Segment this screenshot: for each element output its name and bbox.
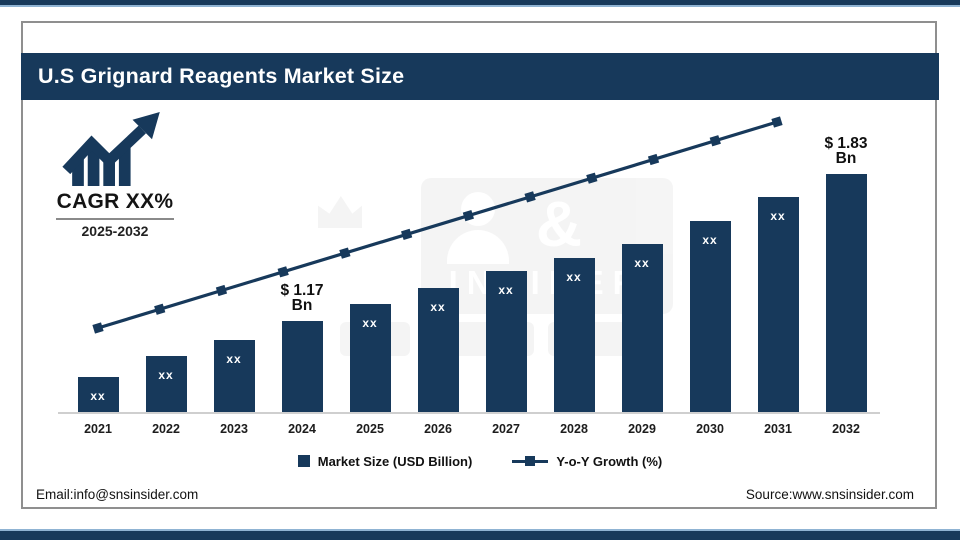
top-accent-line bbox=[0, 5, 960, 7]
bar-value-placeholder-2031: xx bbox=[770, 209, 786, 223]
bar-2024 bbox=[281, 321, 323, 412]
x-axis-label-2030: 2030 bbox=[696, 422, 724, 436]
bar-value-placeholder-2025: xx bbox=[362, 316, 378, 330]
growth-chart-arrow-icon bbox=[62, 112, 160, 186]
footer-email: Email:info@snsinsider.com bbox=[36, 487, 199, 502]
bar-value-placeholder-2028: xx bbox=[566, 270, 582, 284]
x-axis-label-2022: 2022 bbox=[152, 422, 180, 436]
value-callout-2024: $ 1.17 Bn bbox=[280, 282, 324, 314]
bar-2032 bbox=[825, 174, 867, 412]
x-axis-label-2028: 2028 bbox=[560, 422, 588, 436]
x-axis-label-2023: 2023 bbox=[220, 422, 248, 436]
x-axis-label-2031: 2031 bbox=[764, 422, 792, 436]
top-accent-strip bbox=[0, 0, 960, 5]
page-title: U.S Grignard Reagents Market Size bbox=[38, 64, 405, 88]
bar-2031 bbox=[757, 197, 799, 412]
legend-item-growth: Y-o-Y Growth (%) bbox=[512, 454, 662, 469]
x-axis-label-2021: 2021 bbox=[84, 422, 112, 436]
bar-value-placeholder-2029: xx bbox=[634, 256, 650, 270]
bar-2023 bbox=[213, 340, 255, 412]
cagr-value-label: CAGR XX% bbox=[56, 190, 174, 213]
legend-growth-label: Y-o-Y Growth (%) bbox=[556, 453, 663, 469]
bar-value-placeholder-2030: xx bbox=[702, 233, 718, 247]
bar-value-placeholder-2027: xx bbox=[498, 283, 514, 297]
bar-value-placeholder-2021: xx bbox=[90, 389, 106, 403]
bar-value-placeholder-2022: xx bbox=[158, 368, 174, 382]
bar-value-placeholder-2023: xx bbox=[226, 352, 242, 366]
bottom-accent-line bbox=[0, 529, 960, 531]
chart-legend: Market Size (USD Billion) Y-o-Y Growth (… bbox=[0, 450, 960, 472]
bar-2021 bbox=[77, 377, 119, 412]
x-axis-label-2027: 2027 bbox=[492, 422, 520, 436]
x-axis-label-2025: 2025 bbox=[356, 422, 384, 436]
cagr-period-label: 2025-2032 bbox=[81, 222, 149, 239]
title-bar: U.S Grignard Reagents Market Size bbox=[21, 53, 939, 100]
x-axis-label-2024: 2024 bbox=[288, 422, 316, 436]
legend-item-market-size: Market Size (USD Billion) bbox=[297, 453, 473, 469]
cagr-divider bbox=[56, 218, 174, 220]
bar-value-placeholder-2026: xx bbox=[430, 300, 446, 314]
line-marker-swatch-icon bbox=[512, 456, 549, 466]
x-axis-line bbox=[58, 412, 880, 414]
bottom-accent-strip bbox=[0, 531, 960, 540]
bar-2022 bbox=[145, 356, 187, 412]
cagr-badge: CAGR XX% 2025-2032 bbox=[30, 112, 200, 239]
legend-market-size-label: Market Size (USD Billion) bbox=[317, 453, 473, 469]
value-callout-2032: $ 1.83 Bn bbox=[824, 135, 868, 167]
x-axis-label-2029: 2029 bbox=[628, 422, 656, 436]
x-axis-label-2032: 2032 bbox=[832, 422, 860, 436]
footer-source: Source:www.snsinsider.com bbox=[745, 487, 914, 502]
chart-panel-border bbox=[21, 21, 937, 509]
bar-swatch-icon bbox=[297, 455, 310, 467]
bar-2030 bbox=[689, 221, 731, 412]
x-axis-label-2026: 2026 bbox=[424, 422, 452, 436]
